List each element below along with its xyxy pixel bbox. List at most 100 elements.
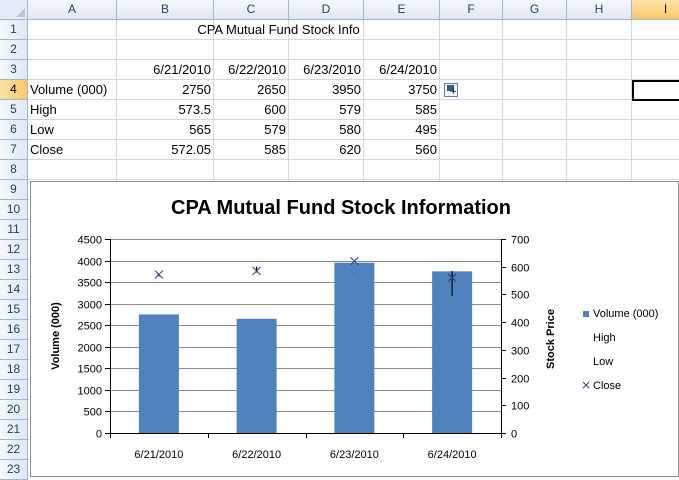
row-header-12[interactable]: 12 <box>0 240 28 260</box>
cell-value[interactable]: 2650 <box>257 82 286 97</box>
right-axis-tick-label: 0 <box>511 429 517 441</box>
close-marker[interactable] <box>447 273 457 283</box>
cell-row-label[interactable]: Close <box>30 142 64 157</box>
paste-plus-glyph: + <box>449 87 457 97</box>
cell-value[interactable]: 585 <box>415 102 437 117</box>
right-axis-tick-label: 500 <box>511 290 529 302</box>
row-header-18[interactable]: 18 <box>0 360 28 380</box>
row-header-4[interactable]: 4 <box>0 80 28 100</box>
cell-row-label[interactable]: High <box>30 102 57 117</box>
left-axis-tick-label: 1500 <box>78 364 102 376</box>
row-header-13[interactable]: 13 <box>0 260 28 280</box>
column-header-i[interactable]: I <box>632 0 679 20</box>
column-header-c[interactable]: C <box>214 0 289 20</box>
cell-row-label[interactable]: Volume (000) <box>30 82 108 97</box>
row-header-20[interactable]: 20 <box>0 400 28 420</box>
column-header-f[interactable]: F <box>440 0 503 20</box>
legend-label: High <box>593 332 616 344</box>
cell-value[interactable]: 579 <box>339 102 361 117</box>
close-marker-stroke <box>349 256 359 266</box>
cell-value[interactable]: 579 <box>264 122 286 137</box>
x-axis-category-label: 6/22/2010 <box>232 449 281 461</box>
row-header-10[interactable]: 10 <box>0 200 28 220</box>
row-header-6[interactable]: 6 <box>0 120 28 140</box>
left-axis-title: Volume (000) <box>50 302 62 370</box>
left-axis-tick-label: 2500 <box>78 321 102 333</box>
cell-value[interactable]: 620 <box>339 142 361 157</box>
close-marker-stroke <box>447 273 457 283</box>
x-axis-category-label: 6/21/2010 <box>134 449 183 461</box>
legend-label: Close <box>593 380 622 392</box>
close-marker[interactable] <box>252 266 262 276</box>
chart-plot-area[interactable]: 0 500 1000 1500 2000 2500 3000 3500 4000 4500 0 100… <box>31 182 679 477</box>
close-marker-stroke <box>252 266 262 276</box>
close-marker-stroke <box>154 270 164 279</box>
cell-row-label[interactable]: Low <box>30 122 54 137</box>
select-all-corner[interactable] <box>0 0 28 20</box>
cell-date-header[interactable]: 6/21/2010 <box>153 62 211 77</box>
cell-value[interactable]: 600 <box>264 102 286 117</box>
legend-item[interactable]: Volume (000) <box>582 307 658 331</box>
column-header-d[interactable]: D <box>289 0 364 20</box>
legend-close-x-icon: × <box>581 378 592 392</box>
cell-value[interactable]: 573.5 <box>178 102 211 117</box>
cell-date-header[interactable]: 6/22/2010 <box>228 62 286 77</box>
row-header-5[interactable]: 5 <box>0 100 28 120</box>
legend-item[interactable]: Low <box>582 355 658 379</box>
column-header-g[interactable]: G <box>503 0 567 20</box>
volume-bar[interactable] <box>432 271 473 433</box>
legend-label: Volume (000) <box>593 308 659 320</box>
cell-value[interactable]: 2750 <box>182 82 211 97</box>
cell-value[interactable]: 580 <box>339 122 361 137</box>
volume-bar[interactable] <box>138 314 179 433</box>
row-header-16[interactable]: 16 <box>0 320 28 340</box>
row-header-2[interactable]: 2 <box>0 40 28 60</box>
chart-title: CPA Mutual Fund Stock Information <box>171 197 511 219</box>
legend-swatch-volume <box>583 311 589 317</box>
select-all-triangle-icon <box>16 8 25 17</box>
cell-date-header[interactable]: 6/24/2010 <box>379 62 437 77</box>
cell-value[interactable]: 565 <box>189 122 211 137</box>
row-header-19[interactable]: 19 <box>0 380 28 400</box>
volume-bar[interactable] <box>236 318 277 433</box>
cell-b1-title[interactable]: CPA Mutual Fund Stock Info <box>197 22 360 37</box>
active-cell-selection[interactable] <box>632 80 679 101</box>
left-axis-tick-label: 3500 <box>78 278 102 290</box>
column-header-h[interactable]: H <box>567 0 632 20</box>
cell-value[interactable]: 3750 <box>408 82 437 97</box>
embedded-chart[interactable]: CPA Mutual Fund Stock Information 0 500 10… <box>30 181 679 477</box>
legend-label: Low <box>593 356 614 368</box>
column-header-e[interactable]: E <box>364 0 440 20</box>
legend-item[interactable]: High <box>582 331 658 355</box>
row-header-14[interactable]: 14 <box>0 280 28 300</box>
row-header-8[interactable]: 8 <box>0 160 28 180</box>
cell-value[interactable]: 3950 <box>332 82 361 97</box>
volume-bar[interactable] <box>334 262 375 433</box>
close-marker[interactable] <box>154 270 164 279</box>
row-header-3[interactable]: 3 <box>0 60 28 80</box>
right-axis-tick-label: 600 <box>511 263 529 275</box>
cell-value[interactable]: 560 <box>415 142 437 157</box>
row-header-22[interactable]: 22 <box>0 440 28 460</box>
cell-date-header[interactable]: 6/23/2010 <box>303 62 361 77</box>
close-marker[interactable] <box>349 256 359 266</box>
row-header-15[interactable]: 15 <box>0 300 28 320</box>
row-header-9[interactable]: 9 <box>0 180 28 200</box>
row-header-7[interactable]: 7 <box>0 140 28 160</box>
paste-options-icon[interactable]: + <box>444 83 458 97</box>
cell-value[interactable]: 495 <box>415 122 437 137</box>
cell-value[interactable]: 585 <box>264 142 286 157</box>
row-header-21[interactable]: 21 <box>0 420 28 440</box>
left-axis-tick-label: 3000 <box>78 300 102 312</box>
row-header-11[interactable]: 11 <box>0 220 28 240</box>
column-header-a[interactable]: A <box>28 0 117 20</box>
cell-value[interactable]: 572.05 <box>171 142 211 157</box>
row-header-17[interactable]: 17 <box>0 340 28 360</box>
right-axis-tick-label: 400 <box>511 318 529 330</box>
x-axis-category-label: 6/23/2010 <box>330 449 379 461</box>
chart-legend[interactable]: Volume (000) High Low × Close <box>581 307 658 403</box>
legend-item[interactable]: × Close <box>581 378 658 403</box>
row-header-1[interactable]: 1 <box>0 20 28 40</box>
column-header-b[interactable]: B <box>117 0 214 20</box>
